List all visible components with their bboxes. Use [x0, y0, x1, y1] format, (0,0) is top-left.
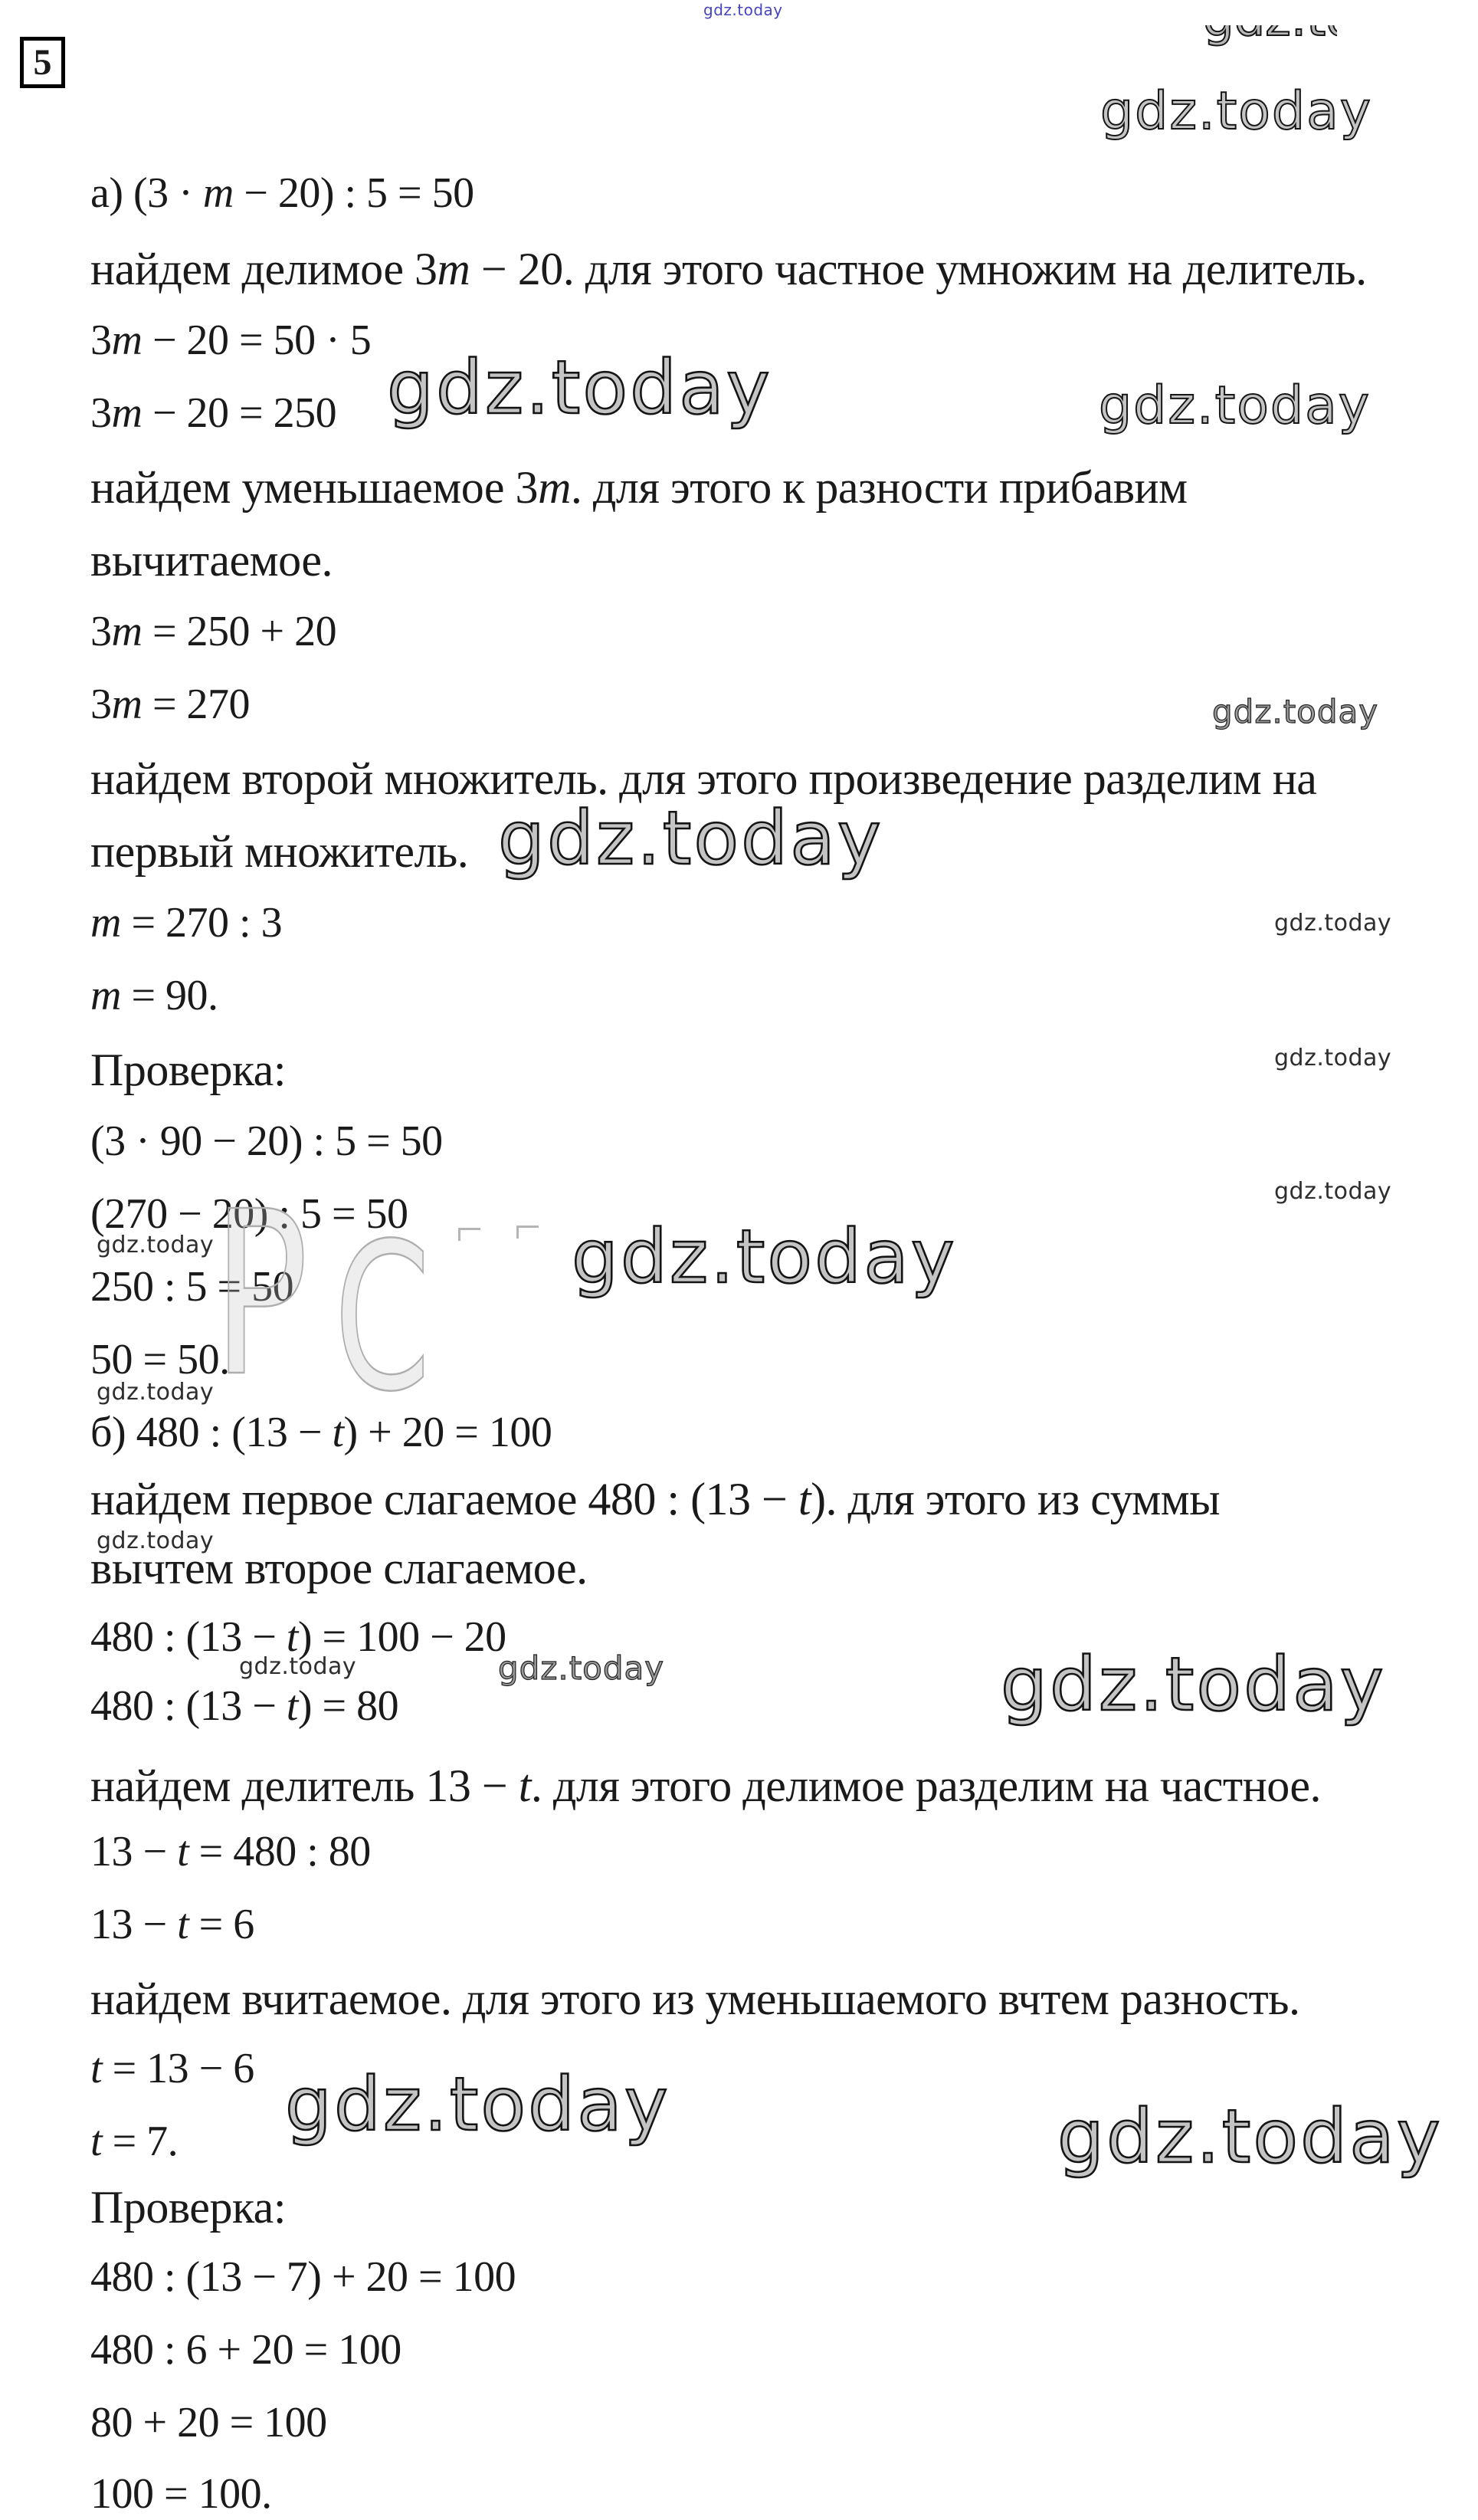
problem-number-badge: 5 — [20, 37, 65, 88]
solution-line: а) (3 · m − 20) : 5 = 50 — [90, 169, 474, 217]
watermark-gdz-today: gdz.today — [497, 1649, 665, 1687]
watermark-gdz-today: gdz.today — [1274, 1045, 1392, 1071]
ghost-letter: С — [333, 1200, 431, 1436]
solution-line: 100 = 100. — [90, 2470, 272, 2518]
watermark-gdz-today: gdz.today — [97, 1232, 215, 1258]
solution-line: вычитаемое. — [90, 535, 333, 586]
solution-line: 480 : 6 + 20 = 100 — [90, 2326, 401, 2374]
solution-line: первый множитель. — [90, 826, 469, 877]
solution-line: m = 90. — [90, 972, 218, 1019]
solution-line: Проверка: — [90, 1045, 286, 1095]
watermark-gdz-today: gdz.today — [97, 1527, 215, 1554]
solution-line: 13 − t = 480 : 80 — [90, 1828, 371, 1875]
watermark-gdz-today: gdz.today — [284, 2062, 670, 2148]
solution-line: б) 480 : (13 − t) + 20 = 100 — [90, 1409, 552, 1456]
solution-line: найдем делимое 3m − 20. для этого частно… — [90, 244, 1367, 294]
solution-line: 50 = 50. — [90, 1336, 230, 1383]
solution-line: t = 13 − 6 — [90, 2045, 254, 2092]
ghost-corner-mark — [458, 1228, 480, 1241]
watermark-gdz-today: gdz.today — [1211, 693, 1379, 730]
solution-line: t = 7. — [90, 2118, 179, 2165]
ghost-corner-mark — [516, 1226, 539, 1239]
solution-line: 13 − t = 6 — [90, 1901, 254, 1948]
watermark-gdz-today: gdz.today — [703, 1, 783, 19]
watermark-gdz-today: gdz.today — [1057, 2094, 1443, 2180]
solution-line: найдем делитель 13 − t. для этого делимо… — [90, 1760, 1322, 1811]
watermark-gdz-today: gdz.today — [386, 345, 772, 431]
solution-line: 3m − 20 = 50 · 5 — [90, 317, 372, 364]
watermark-gdz-today: gdz.today — [571, 1214, 957, 1300]
solution-line: m = 270 : 3 — [90, 899, 283, 947]
solution-line: 480 : (13 − 7) + 20 = 100 — [90, 2253, 516, 2301]
watermark-gdz-today: gdz.today — [1000, 1642, 1386, 1728]
solution-line: найдем уменьшаемое 3m. для этого к разно… — [90, 462, 1188, 513]
solution-line: (270 − 20) : 5 = 50 — [90, 1190, 408, 1238]
watermark-gdz-today: gdz.today — [1098, 376, 1371, 436]
solution-line: 3m − 20 = 250 — [90, 389, 337, 437]
watermark-gdz-today: gdz.today — [1203, 25, 1337, 56]
solution-line: найдем вчитаемое. для этого из уменьшаем… — [90, 1974, 1300, 2024]
solution-line: 250 : 5 = 50 — [90, 1263, 294, 1311]
problem-number: 5 — [33, 42, 52, 83]
solution-line: найдем первое слагаемое 480 : (13 − t). … — [90, 1474, 1221, 1524]
watermark-gdz-today: gdz.today — [1099, 81, 1372, 142]
solution-line: 3m = 270 — [90, 681, 251, 728]
ghost-letter: Р — [212, 1163, 309, 1426]
solution-line: Проверка: — [90, 2182, 286, 2233]
solution-line: 80 + 20 = 100 — [90, 2399, 327, 2446]
solution-line: вычтем второе слагаемое. — [90, 1543, 588, 1593]
watermark-gdz-today: gdz.today — [1203, 25, 1337, 44]
solution-line: 480 : (13 − t) = 100 − 20 — [90, 1613, 506, 1661]
solution-line: 480 : (13 − t) = 80 — [90, 1682, 399, 1730]
watermark-gdz-today: gdz.today — [97, 1379, 215, 1406]
solution-line: (3 · 90 − 20) : 5 = 50 — [90, 1117, 443, 1165]
solution-line: найдем второй множитель. для этого произ… — [90, 753, 1317, 804]
watermark-gdz-today: gdz.today — [239, 1653, 357, 1680]
watermark-gdz-today: gdz.today — [497, 796, 883, 881]
watermark-gdz-today: gdz.today — [1274, 910, 1392, 937]
watermark-gdz-today: gdz.today — [1274, 1178, 1392, 1205]
solution-line: 3m = 250 + 20 — [90, 608, 337, 655]
